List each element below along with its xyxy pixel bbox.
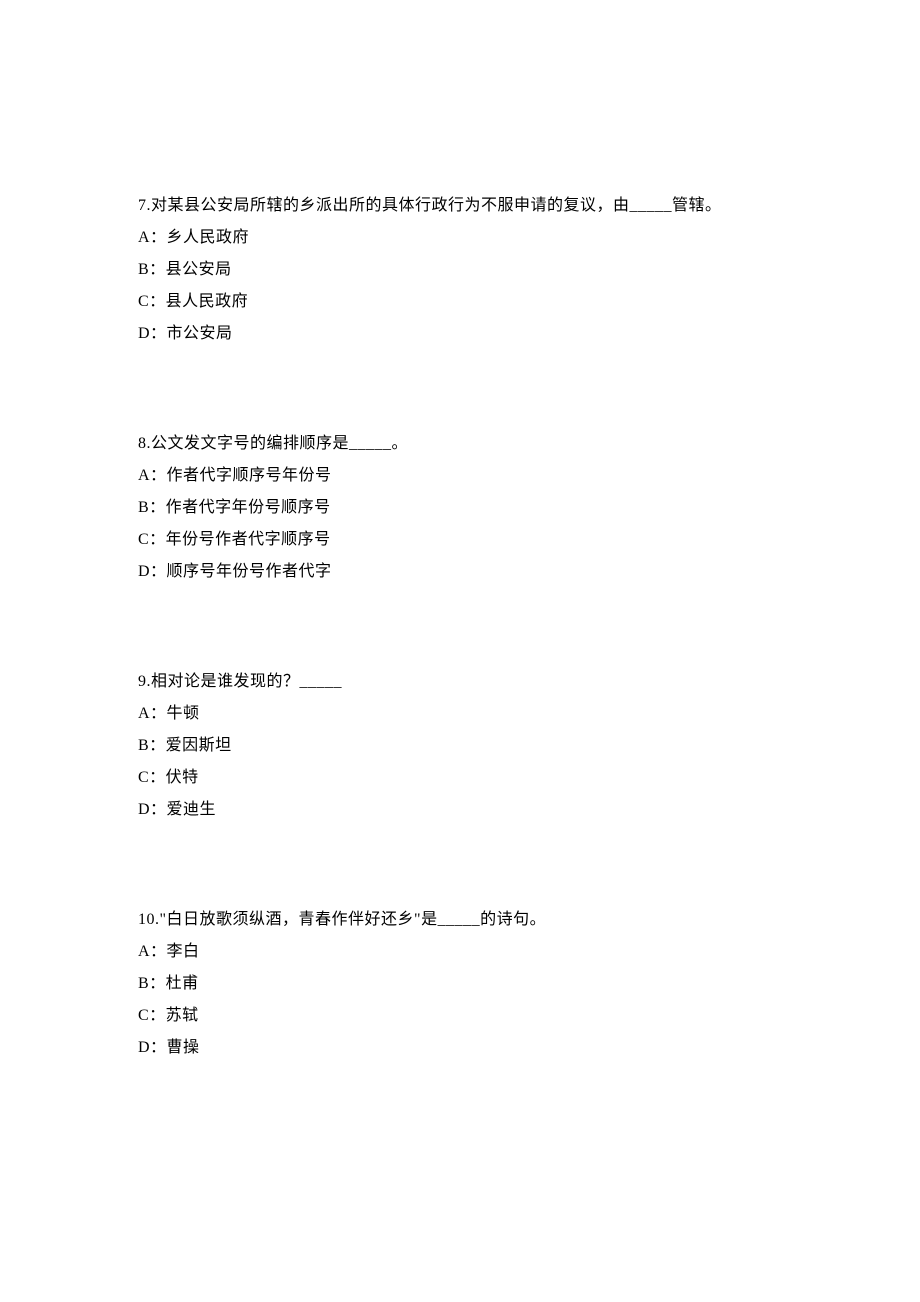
question-7-text: 7.对某县公安局所辖的乡派出所的具体行政行为不服申请的复议，由_____管辖。 [138,190,782,222]
question-10-text: 10."白日放歌须纵酒，青春作伴好还乡"是_____的诗句。 [138,904,782,936]
question-8-option-a: A：作者代字顺序号年份号 [138,460,782,492]
question-10-option-d: D：曹操 [138,1032,782,1064]
question-10-option-c: C：苏轼 [138,1000,782,1032]
question-7-option-a: A：乡人民政府 [138,222,782,254]
question-8-option-b: B：作者代字年份号顺序号 [138,492,782,524]
question-8: 8.公文发文字号的编排顺序是_____。 A：作者代字顺序号年份号 B：作者代字… [138,428,782,588]
question-9-option-c: C：伏特 [138,762,782,794]
question-8-option-d: D：顺序号年份号作者代字 [138,556,782,588]
question-7-option-c: C：县人民政府 [138,286,782,318]
question-9-option-b: B：爱因斯坦 [138,730,782,762]
question-8-option-c: C：年份号作者代字顺序号 [138,524,782,556]
question-8-text: 8.公文发文字号的编排顺序是_____。 [138,428,782,460]
question-9-option-a: A：牛顿 [138,698,782,730]
question-7-option-d: D：市公安局 [138,318,782,350]
question-10: 10."白日放歌须纵酒，青春作伴好还乡"是_____的诗句。 A：李白 B：杜甫… [138,904,782,1064]
question-10-option-b: B：杜甫 [138,968,782,1000]
question-9-text: 9.相对论是谁发现的？_____ [138,666,782,698]
question-10-option-a: A：李白 [138,936,782,968]
question-7: 7.对某县公安局所辖的乡派出所的具体行政行为不服申请的复议，由_____管辖。 … [138,190,782,350]
question-9-option-d: D：爱迪生 [138,794,782,826]
question-7-option-b: B：县公安局 [138,254,782,286]
question-9: 9.相对论是谁发现的？_____ A：牛顿 B：爱因斯坦 C：伏特 D：爱迪生 [138,666,782,826]
